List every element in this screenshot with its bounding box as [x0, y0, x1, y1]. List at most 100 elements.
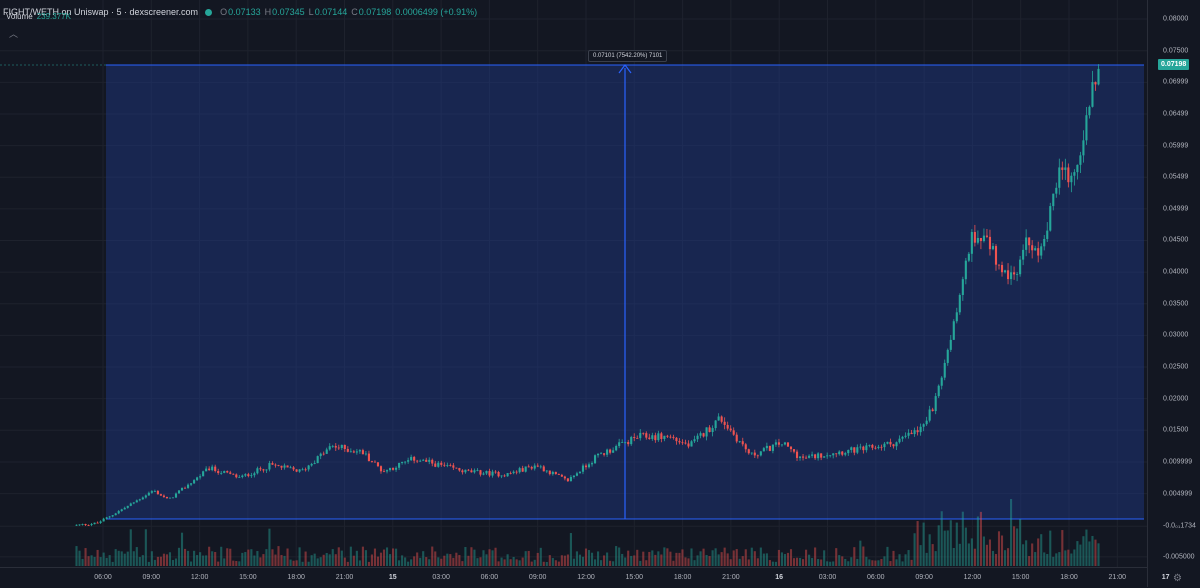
- volume-bar: [217, 561, 220, 566]
- candle-body: [994, 246, 998, 265]
- candle-body: [536, 465, 539, 467]
- volume-bar: [422, 551, 425, 566]
- volume-bar: [898, 554, 901, 566]
- volume-bar: [952, 547, 955, 566]
- candle-body: [271, 463, 274, 465]
- candle-body: [141, 497, 144, 500]
- volume-bar: [232, 560, 235, 566]
- volume-bar: [304, 551, 307, 566]
- candle-body: [470, 470, 473, 473]
- candle-body: [865, 445, 868, 451]
- chevron-up-icon[interactable]: ︿: [9, 29, 19, 39]
- volume-bar: [795, 557, 799, 566]
- volume-bar: [214, 551, 217, 566]
- volume-bar: [877, 560, 880, 566]
- candle-body: [904, 435, 907, 437]
- candle-body: [304, 469, 307, 471]
- candle-body: [205, 468, 208, 472]
- volume-bar: [190, 561, 193, 566]
- y-tick-label: -0.0₀₁1734: [1163, 522, 1196, 530]
- candle-body: [491, 471, 494, 476]
- time-axis[interactable]: [0, 567, 1147, 588]
- candle-body: [759, 451, 762, 456]
- candle-body: [494, 471, 497, 473]
- volume-bar: [663, 547, 666, 566]
- volume-bar: [370, 554, 374, 566]
- candle-body: [874, 447, 877, 449]
- volume-bar: [316, 558, 319, 566]
- candle-body: [934, 396, 937, 412]
- volume-bar: [108, 555, 111, 566]
- candles: [75, 64, 1100, 527]
- volume-bar: [325, 552, 328, 566]
- candle-body: [792, 449, 796, 452]
- volume-bar: [78, 550, 81, 566]
- volume-bar: [826, 561, 829, 566]
- volume-bar: [256, 551, 259, 566]
- volume-bar: [533, 559, 536, 566]
- volume-bar: [539, 547, 542, 566]
- x-tick-label: 18:00: [673, 574, 692, 581]
- volume-bar: [1049, 530, 1052, 566]
- volume-bar: [159, 556, 162, 566]
- volume-bar: [388, 554, 392, 566]
- candle-body: [319, 453, 322, 457]
- candle-body: [419, 460, 422, 462]
- y-tick-label: 0.04000: [1163, 268, 1189, 276]
- volume-bar: [199, 552, 202, 566]
- volume-bar: [603, 555, 606, 566]
- candle-body: [678, 441, 681, 443]
- volume-bar: [193, 550, 196, 566]
- volume-bar: [596, 551, 600, 566]
- candle-body: [355, 451, 358, 453]
- volume-legend[interactable]: Volume 239.377K: [6, 12, 71, 21]
- volume-bar: [750, 547, 753, 566]
- x-tick-label: 09:00: [915, 574, 933, 581]
- candle-body: [892, 444, 895, 447]
- volume-bar: [1067, 549, 1070, 566]
- volume-bar: [566, 554, 569, 566]
- volume-bar: [280, 554, 283, 566]
- symbol-title[interactable]: FIGHT/WETH on Uniswap · 5 · dexscreener.…: [3, 7, 199, 17]
- volume-value: 239.377K: [36, 12, 71, 21]
- volume-bar: [976, 516, 979, 566]
- candle-body: [138, 499, 141, 501]
- volume-bar: [364, 550, 367, 566]
- candle-body: [615, 445, 618, 451]
- candle-body: [358, 450, 361, 452]
- gear-icon[interactable]: ⚙: [1173, 573, 1182, 584]
- candle-body: [1003, 270, 1007, 273]
- candle-body: [346, 448, 349, 452]
- candle-body: [985, 235, 989, 237]
- candle-body: [859, 446, 862, 448]
- candle-body: [313, 463, 316, 464]
- price-axis[interactable]: [1147, 0, 1200, 587]
- volume-bar: [183, 548, 187, 566]
- volume-bar: [283, 555, 286, 566]
- volume-bar: [81, 558, 84, 566]
- volume-bar: [259, 557, 262, 566]
- volume-bar: [844, 558, 847, 566]
- volume-bar: [587, 550, 591, 566]
- volume-bar: [1061, 530, 1064, 566]
- volume-bar: [512, 556, 515, 566]
- volume-bar: [943, 530, 946, 566]
- candle-body: [853, 447, 856, 453]
- volume-bar: [958, 543, 961, 566]
- volume-bar: [518, 560, 521, 566]
- candle-body: [666, 435, 669, 437]
- volume-bar: [521, 557, 524, 566]
- candle-body: [190, 483, 193, 485]
- x-tick-label: 09:00: [528, 574, 547, 581]
- volume-bar: [765, 553, 768, 566]
- candle-body: [753, 452, 756, 456]
- candle-body: [988, 236, 992, 250]
- candle-body: [144, 495, 147, 498]
- candle-body: [247, 474, 250, 477]
- candle-body: [473, 470, 476, 473]
- volume-bar: [868, 559, 871, 566]
- candle-body: [238, 476, 241, 478]
- candle-body: [214, 466, 217, 472]
